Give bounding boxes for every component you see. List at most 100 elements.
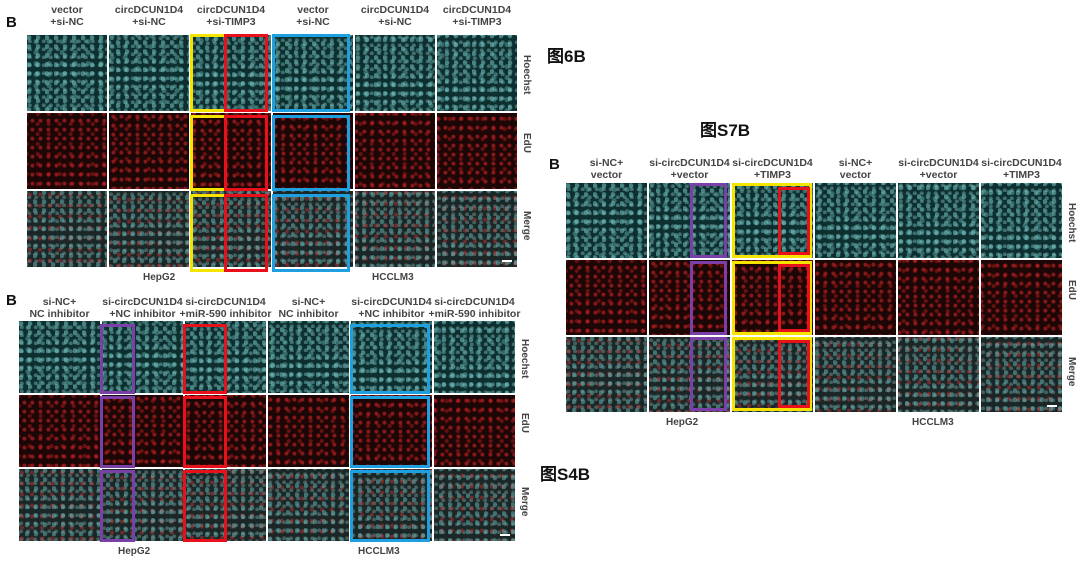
highlight-box-blue: [350, 324, 430, 394]
highlight-box-blue: [350, 470, 430, 542]
column-label: vector +si-NC: [50, 4, 84, 28]
column-label: si-NC+ NC inhibitor: [29, 296, 90, 320]
highlight-box-red: [224, 34, 268, 112]
micrograph-merge: [18, 468, 101, 542]
row-label: EdU: [519, 413, 530, 433]
column-label: si-circDCUN1D4 +miR-590 inhibitor: [428, 296, 521, 320]
highlight-box-red: [183, 396, 227, 468]
micrograph-cyan: [731, 182, 814, 259]
micrograph-red: [731, 259, 814, 336]
micrograph-merge: [731, 336, 814, 413]
micrograph-cyan: [272, 34, 354, 112]
micrograph-merge: [814, 336, 897, 413]
micrograph-red: [648, 259, 731, 336]
scale-bar: [1047, 405, 1057, 407]
micrograph-red: [267, 394, 350, 468]
micrograph-cyan: [436, 34, 518, 112]
micrograph-merge: [354, 190, 436, 268]
cell-line-label: HepG2: [666, 417, 699, 428]
micrograph-red: [433, 394, 516, 468]
highlight-box-red: [778, 340, 810, 408]
row-label: EdU: [1066, 279, 1077, 300]
fig-label-s4b: 图S4B: [540, 465, 591, 484]
highlight-box-red: [778, 187, 810, 255]
column-label: si-circDCUN1D4 +NC inhibitor: [102, 296, 183, 320]
highlight-box-blue: [350, 396, 430, 468]
row-label: Merge: [519, 487, 530, 517]
cell-line-label: HepG2: [143, 272, 176, 283]
micrograph-merge: [350, 468, 433, 542]
micrograph-cyan: [433, 320, 516, 394]
column-label: si-circDCUN1D4 +TIMP3: [732, 157, 813, 181]
highlight-box-yellow: [732, 183, 812, 258]
micrograph-cyan: [565, 182, 648, 259]
cell-line-label: HCCLM3: [358, 546, 400, 557]
panel-letter: B: [6, 14, 17, 31]
column-label: si-circDCUN1D4 +TIMP3: [981, 157, 1062, 181]
column-label: si-circDCUN1D4 +NC inhibitor: [351, 296, 432, 320]
micrograph-merge: [190, 190, 272, 268]
highlight-box-blue: [272, 194, 350, 272]
fig-label-s7b: 图S7B: [700, 121, 751, 140]
row-label: Hoechst: [521, 55, 532, 95]
cell-line-label: HepG2: [118, 546, 151, 557]
highlight-box-yellow: [732, 337, 812, 411]
highlight-box-red: [183, 324, 227, 394]
highlight-box-purple: [690, 183, 727, 258]
micrograph-merge: [648, 336, 731, 413]
micrograph-red: [980, 259, 1063, 336]
row-label: EdU: [521, 133, 532, 153]
micrograph-cyan: [648, 182, 731, 259]
column-label: si-NC+ vector: [589, 157, 624, 181]
micrograph-merge: [267, 468, 350, 542]
cell-line-label: HCCLM3: [372, 272, 414, 283]
highlight-box-red: [778, 264, 810, 332]
row-label: Merge: [1066, 356, 1077, 386]
micrograph-cyan: [101, 320, 184, 394]
micrograph-cyan: [108, 34, 190, 112]
column-label: si-circDCUN1D4 +vector: [649, 157, 730, 181]
micrograph-cyan: [26, 34, 108, 112]
highlight-box-blue: [272, 115, 350, 191]
micrograph-merge: [108, 190, 190, 268]
micrograph-cyan: [814, 182, 897, 259]
micrograph-red: [897, 259, 980, 336]
micrograph-cyan: [267, 320, 350, 394]
column-label: si-circDCUN1D4 +vector: [898, 157, 979, 181]
column-label: si-circDCUN1D4 +miR-590 inhibitor: [179, 296, 272, 320]
column-label: si-NC+ NC inhibitor: [278, 296, 339, 320]
highlight-box-purple: [100, 324, 135, 394]
micrograph-red: [18, 394, 101, 468]
highlight-box-red: [224, 115, 268, 191]
micrograph-merge: [272, 190, 354, 268]
micrograph-cyan: [18, 320, 101, 394]
panel-letter: B: [549, 156, 560, 173]
micrograph-merge: [436, 190, 518, 268]
highlight-box-purple: [100, 396, 135, 468]
micrograph-red: [190, 112, 272, 190]
highlight-box-blue: [272, 34, 350, 112]
highlight-box-purple: [690, 261, 727, 335]
scale-bar: [502, 260, 512, 262]
micrograph-red: [565, 259, 648, 336]
column-label: circDCUN1D4 +si-NC: [114, 4, 184, 28]
row-label: Hoechst: [1066, 202, 1077, 242]
row-label: Hoechst: [519, 339, 530, 379]
micrograph-red: [26, 112, 108, 190]
column-label: vector +si-NC: [296, 4, 330, 28]
highlight-box-yellow: [732, 261, 812, 335]
micrograph-cyan: [354, 34, 436, 112]
micrograph-cyan: [980, 182, 1063, 259]
column-label: circDCUN1D4 +si-NC: [360, 4, 430, 28]
column-label: circDCUN1D4 +si-TIMP3: [442, 4, 512, 28]
panel-letter: B: [6, 292, 17, 309]
micrograph-merge: [26, 190, 108, 268]
micrograph-red: [108, 112, 190, 190]
column-label: si-NC+ vector: [838, 157, 873, 181]
micrograph-merge: [565, 336, 648, 413]
micrograph-cyan: [897, 182, 980, 259]
cell-line-label: HCCLM3: [912, 417, 954, 428]
micrograph-cyan: [350, 320, 433, 394]
micrograph-red: [272, 112, 354, 190]
micrograph-red: [436, 112, 518, 190]
